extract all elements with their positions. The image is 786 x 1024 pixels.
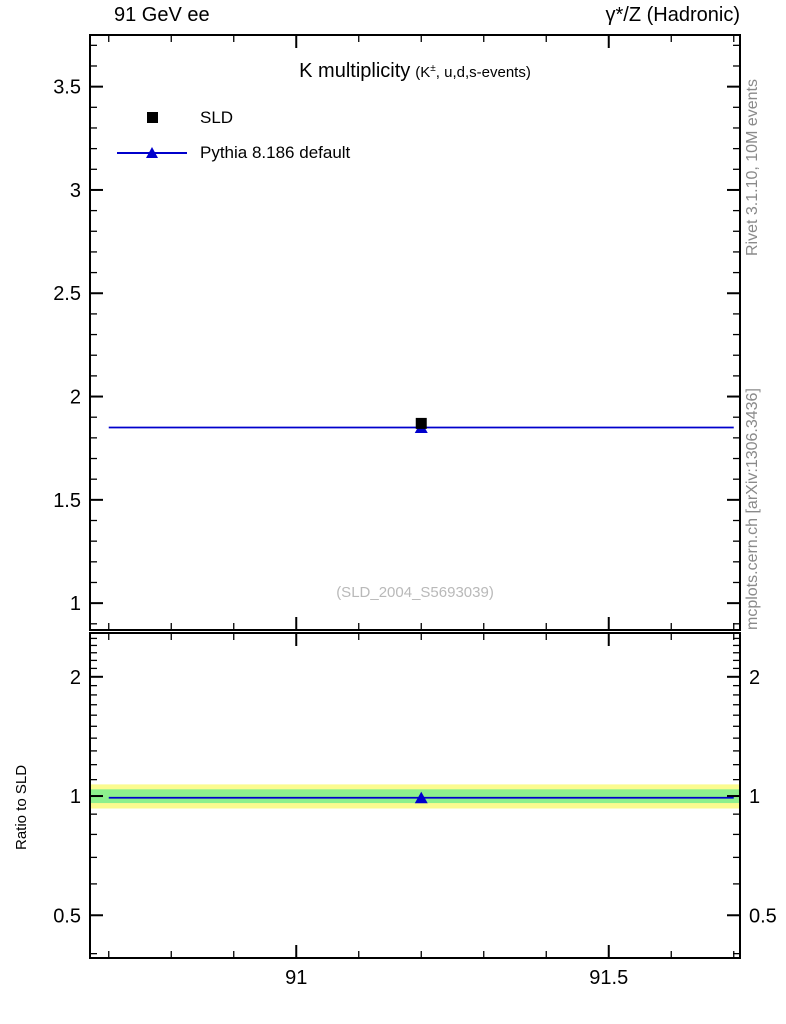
legend-pythia-marker-cell — [112, 135, 192, 170]
sld-marker — [415, 417, 427, 429]
ratio-plot: 0.5 1 2 0.5 1 2 91 91.5 — [53, 632, 777, 989]
svg-text:3.5: 3.5 — [53, 77, 81, 99]
svg-text:1.5: 1.5 — [53, 490, 81, 512]
legend: SLD Pythia 8.186 default — [112, 100, 350, 170]
svg-text:2: 2 — [749, 667, 760, 689]
legend-sld-marker-cell — [112, 100, 192, 135]
ratio-band-1 — [90, 789, 740, 804]
main-frame — [89, 34, 741, 631]
svg-text:1: 1 — [749, 786, 760, 808]
plot-title: K multiplicity (K±, u,d,s-events) — [90, 60, 740, 83]
main-tick-labels: 1 1.5 2 2.5 3 3.5 — [53, 77, 81, 615]
legend-pythia-label: Pythia 8.186 default — [200, 142, 351, 162]
svg-text:1: 1 — [70, 593, 81, 615]
svg-text:0.5: 0.5 — [749, 905, 777, 927]
svg-text:91: 91 — [285, 967, 307, 989]
svg-text:3: 3 — [70, 180, 81, 202]
mcplots-arxiv-label: mcplots.cern.ch [arXiv:1306.3436] — [744, 388, 761, 630]
process-label: γ*/Z (Hadronic) — [605, 4, 740, 26]
pythia-ratio-marker — [414, 791, 428, 804]
svg-text:2: 2 — [70, 667, 81, 689]
svg-text:91.5: 91.5 — [589, 967, 628, 989]
rivet-version-label: Rivet 3.1.10, 10M events — [744, 79, 761, 256]
legend-item-pythia: Pythia 8.186 default — [112, 135, 350, 170]
ratio-axis-label: Ratio to SLD — [13, 764, 30, 850]
ratio-series — [108, 791, 734, 804]
legend-item-sld: SLD — [112, 100, 350, 135]
ratio-tick-labels: 0.5 1 2 0.5 1 2 91 91.5 — [53, 667, 777, 989]
pythia-line-icon — [117, 146, 187, 158]
svg-text:2: 2 — [70, 387, 81, 409]
legend-sld-label: SLD — [200, 107, 234, 127]
analysis-watermark: (SLD_2004_S5693039) — [336, 584, 494, 601]
main-series — [108, 417, 734, 434]
svg-text:2.5: 2.5 — [53, 283, 81, 305]
plot-title-main: K multiplicity — [299, 60, 411, 82]
main-plot: 1 1.5 2 2.5 3 3.5 — [53, 34, 741, 631]
pythia-triangle-icon — [146, 146, 158, 158]
sld-square-icon — [146, 112, 158, 123]
svg-text:1: 1 — [70, 786, 81, 808]
beam-energy-label: 91 GeV ee — [114, 4, 210, 26]
main-ticks — [90, 35, 740, 630]
ratio-frame — [89, 632, 741, 959]
plot-title-sub: (K±, u,d,s-events) — [415, 63, 531, 81]
ratio-ticks — [90, 633, 740, 958]
svg-text:0.5: 0.5 — [53, 905, 81, 927]
